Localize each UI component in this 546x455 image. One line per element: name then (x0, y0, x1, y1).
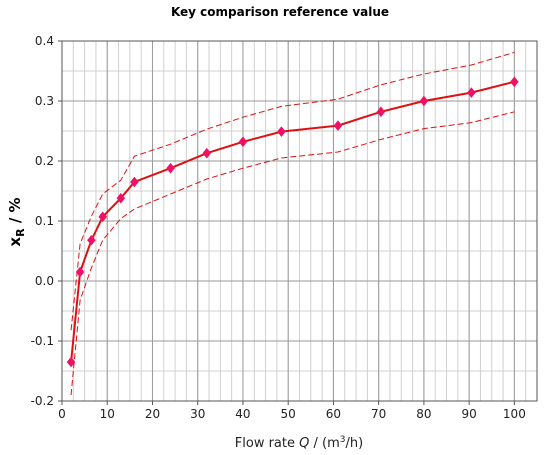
x-axis-label: Flow rate Q / (m3/h) (235, 435, 363, 451)
y-tick-label: 0.4 (35, 34, 54, 48)
x-tick-label: 70 (371, 407, 386, 421)
data-point-marker (98, 211, 108, 223)
x-tick-label: 0 (58, 407, 66, 421)
data-point-marker (66, 356, 76, 368)
y-axis-label: xR / % (6, 197, 27, 246)
x-tick-label: 10 (100, 407, 115, 421)
uncertainty-bound-line (70, 111, 515, 396)
data-point-marker (376, 106, 386, 118)
data-point-marker (202, 147, 212, 159)
x-tick-label: 60 (326, 407, 341, 421)
uncertainty-bound-line (70, 51, 515, 331)
data-point-marker (238, 136, 248, 148)
data-point-marker (277, 126, 286, 138)
data-point-marker (510, 76, 519, 88)
y-tick-label: -0.2 (31, 394, 54, 408)
series-layer (66, 51, 519, 396)
data-point-marker (75, 266, 85, 278)
plot-frame (61, 40, 538, 402)
data-point-marker (419, 95, 429, 107)
y-tick-label: 0.3 (35, 94, 54, 108)
data-point-marker (467, 87, 476, 99)
x-tick-label: 50 (281, 407, 296, 421)
chart-title: Key comparison reference value (171, 5, 389, 19)
x-tick-labels: 0 10 20 30 40 50 60 70 80 90 100 (58, 407, 526, 421)
y-tick-label: 0.2 (35, 154, 54, 168)
x-tick-label: 40 (235, 407, 250, 421)
y-tick-label: -0.1 (31, 334, 54, 348)
data-point-marker (130, 176, 139, 188)
data-point-marker (166, 162, 175, 174)
y-tick-labels: -0.2 -0.1 0.0 0.1 0.2 0.3 0.4 (31, 34, 54, 408)
x-tick-label: 90 (462, 407, 477, 421)
y-tick-label: 0.1 (35, 214, 54, 228)
x-tick-label: 100 (503, 407, 526, 421)
x-tick-label: 20 (145, 407, 160, 421)
x-tick-label: 30 (190, 407, 205, 421)
data-point-marker (116, 192, 126, 204)
data-point-marker (333, 120, 343, 132)
y-tick-label: 0.0 (35, 274, 54, 288)
x-tick-label: 80 (416, 407, 431, 421)
data-point-marker (87, 234, 96, 246)
